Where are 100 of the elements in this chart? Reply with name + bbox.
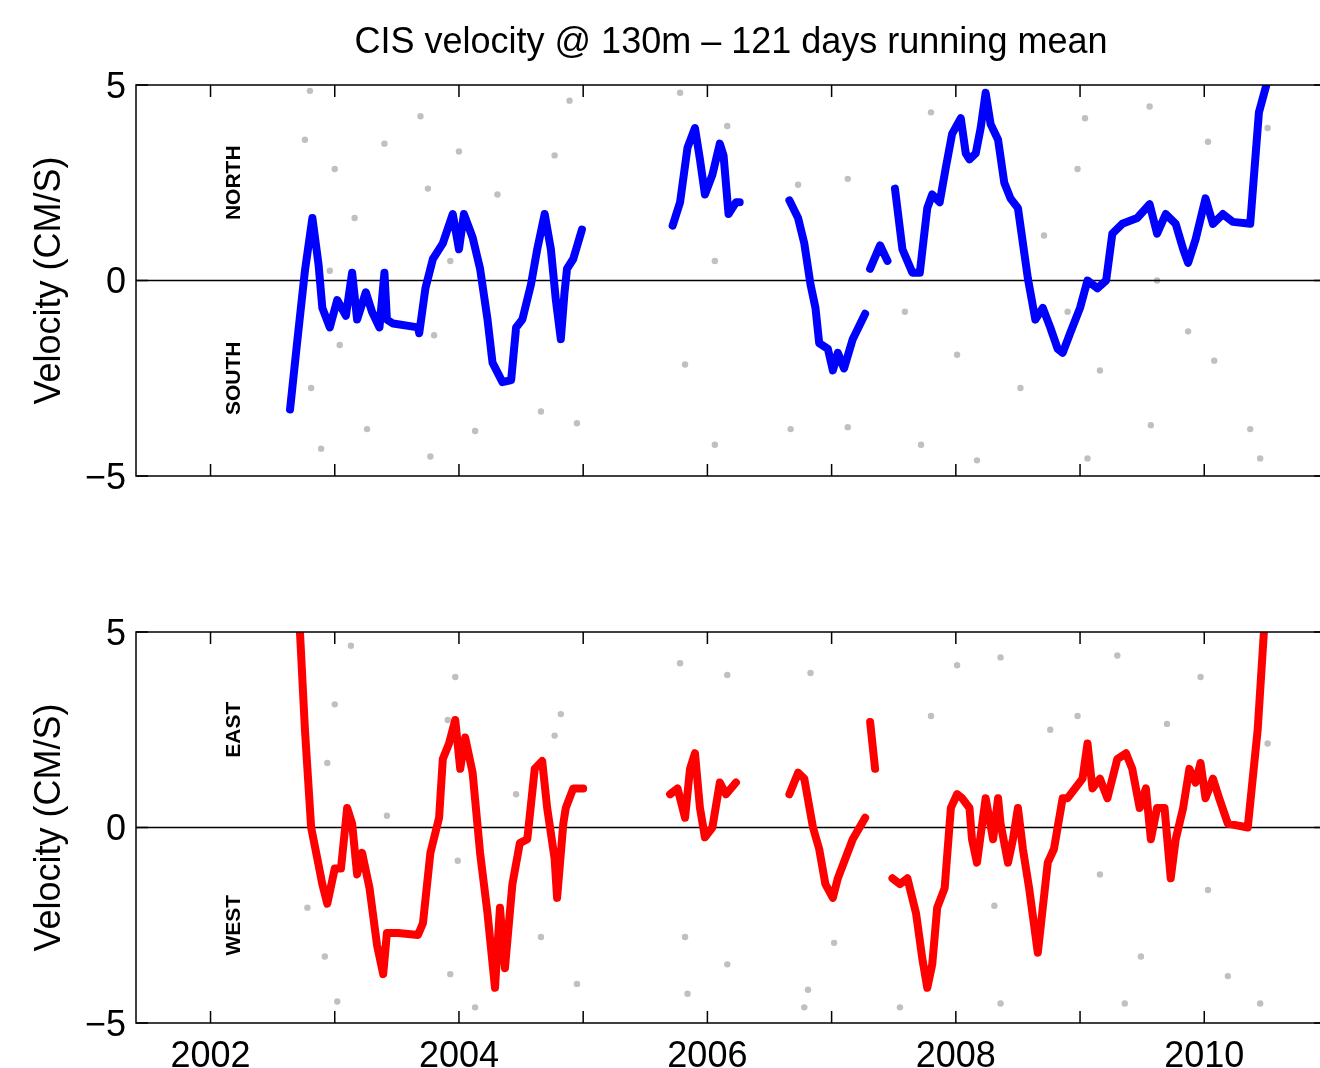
y-tick-label: −5 [84,455,126,497]
point [304,904,311,911]
point [711,257,719,265]
point [676,89,684,97]
point [317,445,325,452]
point [471,427,479,435]
point [830,939,838,947]
point [1204,138,1212,145]
y-tick-label: 5 [105,611,126,653]
y-tick-label: 0 [105,807,126,849]
annotation: NORTH [221,145,244,221]
point [494,191,501,198]
point [1114,652,1121,659]
point [566,97,573,104]
point [447,970,454,978]
point [537,933,545,941]
point [1147,421,1155,429]
point [1247,425,1254,433]
point [1256,455,1264,462]
x-tick-label: 2010 [1164,1034,1245,1068]
point [1047,726,1054,733]
y-tick-label: −5 [84,1002,126,1044]
point [1256,1000,1264,1007]
point [351,214,358,222]
point [537,408,545,415]
point [1096,367,1104,374]
point [676,660,684,667]
point [331,701,338,708]
point [1137,953,1145,960]
point [381,140,388,147]
point [801,1004,808,1011]
point [1096,871,1104,878]
point [901,308,909,315]
point [363,425,371,433]
point [430,332,438,339]
point [724,961,731,968]
point [724,122,731,130]
point [512,791,520,798]
point [307,384,315,392]
point [953,351,961,358]
point [1017,384,1024,392]
point [324,759,331,767]
chart-title: CIS velocity @ 130m – 121 days running mean [354,20,1108,61]
y-axis-title: Velocity (CM/S) [27,156,68,405]
point [896,1004,904,1011]
point [991,902,998,909]
point [804,986,812,993]
point [1064,308,1071,315]
point [844,423,851,431]
point [427,453,434,460]
y-tick-label: 0 [105,260,126,302]
point [1184,328,1192,335]
annotation: EAST [221,701,244,758]
point [681,933,689,941]
x-tick-label: 2008 [915,1034,996,1068]
point [1074,712,1081,720]
annotation: WEST [221,894,244,956]
point [681,361,689,368]
point [917,441,925,448]
point [454,857,461,864]
x-tick-label: 2006 [667,1034,748,1068]
point [1081,115,1089,122]
point [1121,1000,1128,1007]
point [383,812,391,819]
point [927,712,935,720]
point [455,148,463,155]
x-tick-label: 2002 [170,1034,251,1068]
point [334,998,341,1005]
point [326,267,333,274]
point [794,181,802,188]
point [1163,720,1171,728]
point [844,175,851,183]
point [927,109,935,116]
point [684,990,691,997]
point [1146,103,1153,110]
point [973,457,981,464]
point [711,441,719,448]
point [1264,124,1271,132]
point [953,662,961,669]
point [573,420,581,427]
point [1074,165,1081,173]
point [1264,740,1271,747]
point [1084,455,1091,462]
point [336,341,343,349]
point [997,654,1004,661]
point [997,1000,1004,1007]
point [424,185,432,192]
point [1211,357,1218,364]
point [573,980,581,988]
point [306,87,314,95]
annotation: SOUTH [221,341,244,415]
point [417,113,424,120]
point [557,710,565,718]
point [1224,972,1232,980]
point [1040,232,1048,239]
point [724,671,731,679]
point [347,642,355,649]
point [551,732,558,739]
x-tick-label: 2004 [418,1034,500,1068]
point [301,136,309,143]
